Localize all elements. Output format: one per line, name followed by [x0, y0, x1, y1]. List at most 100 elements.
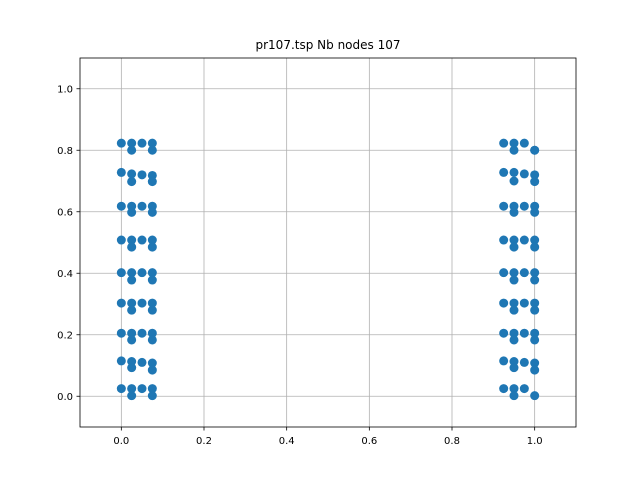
- data-point: [499, 201, 509, 211]
- data-point: [519, 169, 529, 179]
- data-point: [127, 298, 137, 308]
- data-point: [519, 268, 529, 278]
- data-point: [519, 298, 529, 308]
- data-point: [519, 201, 529, 211]
- data-point: [147, 145, 157, 155]
- data-point: [499, 167, 509, 177]
- data-point: [137, 357, 147, 367]
- data-point: [147, 328, 157, 338]
- x-tick-label: 0.0: [113, 436, 129, 447]
- data-point: [509, 391, 519, 401]
- data-point: [530, 335, 540, 345]
- data-point: [147, 298, 157, 308]
- y-tick-label: 0.2: [57, 330, 73, 341]
- data-point: [127, 207, 137, 217]
- data-point: [116, 138, 126, 148]
- plot-frame: [79, 57, 577, 428]
- data-point: [127, 363, 137, 373]
- data-point: [137, 235, 147, 245]
- data-point: [509, 138, 519, 148]
- y-axis: 0.0 0.2 0.4 0.6 0.8 1.0: [57, 84, 80, 403]
- data-point: [499, 384, 509, 394]
- data-point: [519, 357, 529, 367]
- x-tick-label: 1.0: [527, 436, 543, 447]
- data-point: [127, 201, 137, 211]
- data-point: [499, 138, 509, 148]
- data-point: [530, 201, 540, 211]
- data-point: [137, 201, 147, 211]
- data-point: [116, 235, 126, 245]
- data-point: [530, 275, 540, 285]
- data-point: [499, 235, 509, 245]
- data-point: [147, 384, 157, 394]
- data-point: [127, 169, 137, 179]
- data-point: [127, 242, 137, 252]
- data-point: [530, 365, 540, 375]
- data-point: [137, 384, 147, 394]
- data-point: [147, 335, 157, 345]
- data-point: [509, 357, 519, 367]
- data-point: [147, 201, 157, 211]
- data-point: [127, 335, 137, 345]
- data-point: [530, 391, 540, 401]
- data-point: [137, 138, 147, 148]
- data-point: [509, 268, 519, 278]
- data-point: [116, 328, 126, 338]
- data-point: [116, 384, 126, 394]
- data-point: [509, 145, 519, 155]
- data-point: [147, 358, 157, 368]
- data-point: [137, 328, 147, 338]
- data-point: [530, 170, 540, 180]
- data-point: [509, 298, 519, 308]
- data-point: [147, 170, 157, 180]
- data-point: [127, 268, 137, 278]
- data-point: [147, 235, 157, 245]
- data-point: [116, 268, 126, 278]
- x-tick-label: 0.6: [361, 436, 377, 447]
- data-point: [519, 328, 529, 338]
- data-point: [116, 356, 126, 366]
- data-point: [116, 201, 126, 211]
- data-point: [147, 177, 157, 187]
- data-point: [127, 391, 137, 401]
- x-tick-label: 0.2: [196, 436, 212, 447]
- data-point: [147, 391, 157, 401]
- data-point: [509, 328, 519, 338]
- data-point: [509, 201, 519, 211]
- data-point: [147, 275, 157, 285]
- data-point: [127, 275, 137, 285]
- data-point: [530, 328, 540, 338]
- x-tick-label: 0.8: [444, 436, 460, 447]
- y-tick-label: 0.0: [57, 392, 73, 403]
- data-point: [127, 384, 137, 394]
- data-point: [509, 363, 519, 373]
- data-point: [530, 207, 540, 217]
- data-point: [509, 176, 519, 186]
- data-point: [509, 207, 519, 217]
- data-point: [509, 384, 519, 394]
- data-point: [127, 138, 137, 148]
- chart-title: pr107.tsp Nb nodes 107: [256, 38, 401, 52]
- y-tick-label: 0.4: [57, 269, 73, 280]
- data-point: [519, 138, 529, 148]
- y-tick-label: 1.0: [57, 84, 73, 95]
- data-point: [530, 177, 540, 187]
- y-tick-label: 0.6: [57, 207, 73, 218]
- data-point: [137, 170, 147, 180]
- data-point: [127, 305, 137, 315]
- data-point: [519, 384, 529, 394]
- data-point: [530, 358, 540, 368]
- data-point: [530, 145, 540, 155]
- data-point: [127, 177, 137, 187]
- data-point: [127, 145, 137, 155]
- data-point: [147, 305, 157, 315]
- data-point: [509, 242, 519, 252]
- data-point: [116, 167, 126, 177]
- data-point: [499, 298, 509, 308]
- data-point: [116, 298, 126, 308]
- data-point: [147, 138, 157, 148]
- data-point: [127, 328, 137, 338]
- data-point: [530, 242, 540, 252]
- data-point: [509, 335, 519, 345]
